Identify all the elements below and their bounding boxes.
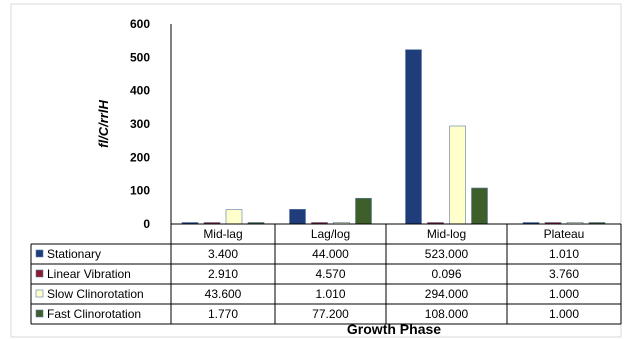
x-axis-label: Growth Phase (347, 321, 441, 337)
series-label: Linear Vibration (47, 267, 131, 281)
bar-stationary (289, 209, 306, 225)
table-cell-value: 523.000 (425, 247, 469, 261)
table-cell-value: 44.000 (312, 247, 349, 261)
category-label: Lag/log (311, 227, 350, 241)
series-label: Fast Clinorotation (47, 307, 141, 321)
legend-key (35, 309, 44, 318)
series-label: Stationary (47, 247, 101, 261)
category-label: Plateau (544, 227, 585, 241)
bar-fast-clinorotation (471, 187, 488, 225)
category-label: Mid-lag (203, 227, 242, 241)
bar-slow-clinorotation (449, 125, 466, 225)
table-cell-value: 43.600 (205, 287, 242, 301)
table-cell-value: 1.010 (315, 287, 345, 301)
y-tick-label: 600 (130, 17, 150, 31)
category-label: Mid-log (427, 227, 466, 241)
y-tick-label: 300 (130, 117, 150, 131)
chart-frame (10, 3, 622, 338)
table-cell-value: 1.000 (549, 287, 579, 301)
y-tick-label: 500 (130, 50, 150, 64)
table-cell-value: 3.400 (208, 247, 238, 261)
table-cell-value: 108.000 (425, 307, 469, 321)
bars (181, 49, 606, 225)
table-cell-value: 3.760 (549, 267, 579, 281)
y-tick-label: 400 (130, 84, 150, 98)
legend-key (35, 289, 44, 298)
y-tick-label: 100 (130, 184, 150, 198)
table-cell-value: 0.096 (431, 267, 461, 281)
table-cell-value: 4.570 (315, 267, 345, 281)
table-cell-value: 1.000 (549, 307, 579, 321)
y-tick-label: 200 (130, 150, 150, 164)
y-axis-ticks: 0 100 200 300 400 500 600 (130, 17, 150, 231)
bar-stationary (405, 49, 422, 225)
table-cell-value: 2.910 (208, 267, 238, 281)
series-label: Slow Clinorotation (47, 287, 144, 301)
table-cell-value: 294.000 (425, 287, 469, 301)
table-cell-value: 1.010 (549, 247, 579, 261)
data-table: Mid-lag Lag/log Mid-log Plateau Stationary 3.… (30, 223, 622, 325)
table-cell-value: 1.770 (208, 307, 238, 321)
bar-fast-clinorotation (355, 197, 372, 225)
y-tick-label: 0 (143, 217, 150, 231)
bar-slow-clinorotation (225, 209, 243, 225)
legend-key (35, 249, 44, 258)
table-cell-value: 77.200 (312, 307, 349, 321)
legend-key (35, 269, 44, 278)
y-axis-label: fl/C/rrlH (96, 100, 111, 148)
